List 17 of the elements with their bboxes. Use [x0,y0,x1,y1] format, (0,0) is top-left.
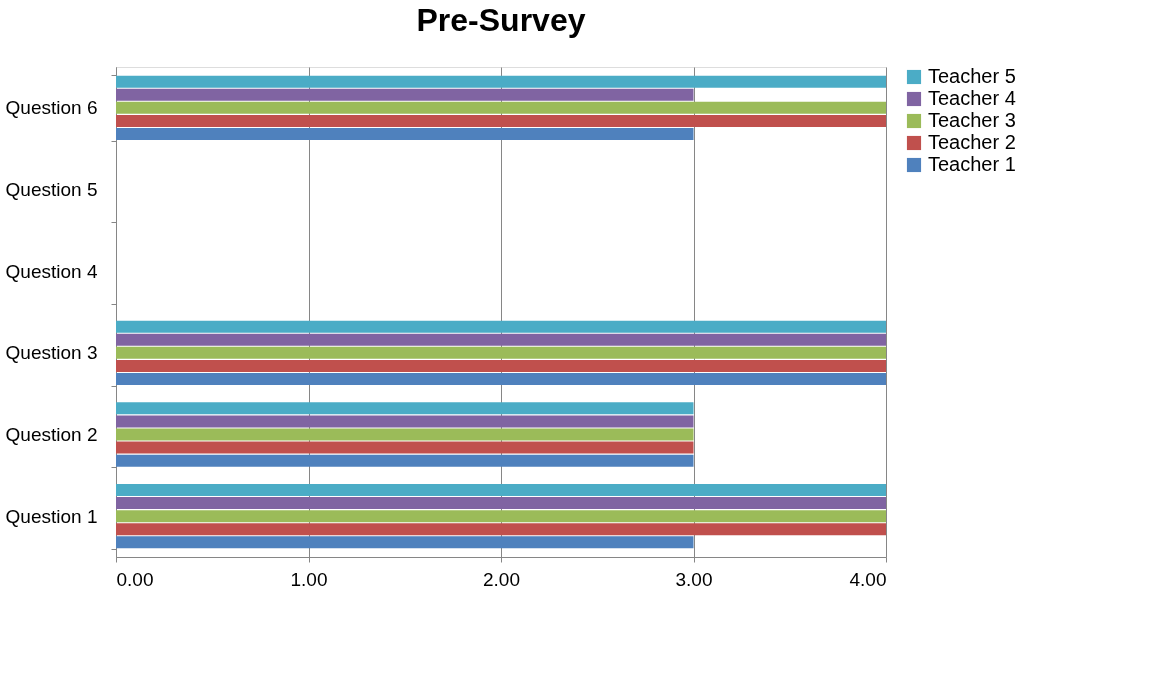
legend-label: Teacher 1 [928,153,1016,175]
legend-label: Teacher 5 [928,65,1016,87]
y-tick-label: Question 6 [5,97,98,119]
x-tick-label: 4.00 [849,568,887,590]
x-tick-label: 3.00 [675,568,713,590]
x-tick-label: 1.00 [290,568,328,590]
legend-label: Teacher 3 [928,109,1016,131]
y-tick-label: Question 1 [5,505,98,527]
x-tick-label: 2.00 [483,568,520,590]
y-tick-label: Question 4 [5,260,98,282]
chart-title: Pre-Survey [416,2,586,38]
y-tick-label: Question 3 [5,342,98,364]
y-tick-label: Question 2 [5,424,98,445]
legend-label: Teacher 4 [928,87,1016,109]
x-tick-label: 0.00 [116,568,154,590]
legend-label: Teacher 2 [928,131,1016,153]
y-tick-label: Question 5 [5,179,98,200]
